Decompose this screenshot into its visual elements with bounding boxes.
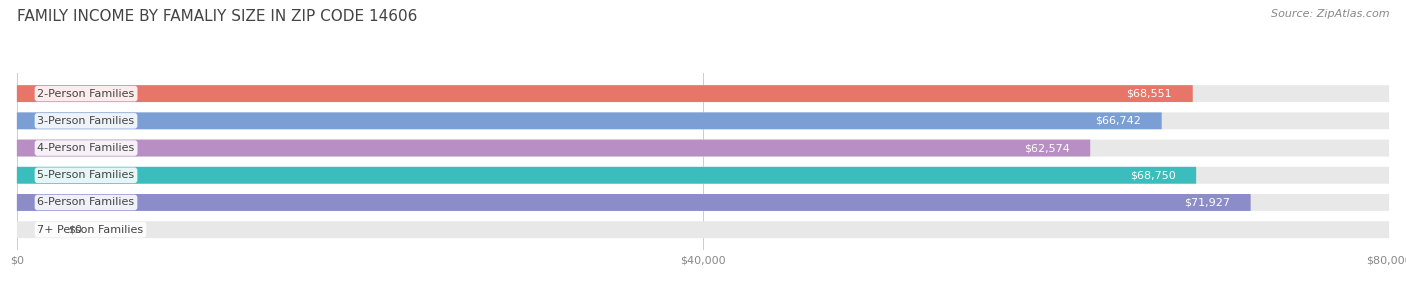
Text: 5-Person Families: 5-Person Families bbox=[38, 170, 135, 180]
Text: Source: ZipAtlas.com: Source: ZipAtlas.com bbox=[1271, 9, 1389, 19]
Text: $68,750: $68,750 bbox=[1130, 170, 1175, 180]
Text: 4-Person Families: 4-Person Families bbox=[38, 143, 135, 153]
FancyBboxPatch shape bbox=[17, 167, 1197, 184]
FancyBboxPatch shape bbox=[17, 112, 1389, 129]
Text: 3-Person Families: 3-Person Families bbox=[38, 116, 135, 126]
Text: 2-Person Families: 2-Person Families bbox=[38, 89, 135, 99]
Text: $71,927: $71,927 bbox=[1184, 197, 1230, 207]
FancyBboxPatch shape bbox=[17, 112, 1161, 129]
Text: 7+ Person Families: 7+ Person Families bbox=[38, 225, 143, 235]
FancyBboxPatch shape bbox=[17, 167, 1389, 184]
FancyBboxPatch shape bbox=[17, 85, 1192, 102]
Text: $0: $0 bbox=[69, 225, 83, 235]
Text: 6-Person Families: 6-Person Families bbox=[38, 197, 135, 207]
FancyBboxPatch shape bbox=[17, 140, 1090, 156]
FancyBboxPatch shape bbox=[17, 85, 1389, 102]
FancyBboxPatch shape bbox=[17, 140, 1389, 156]
Text: $66,742: $66,742 bbox=[1095, 116, 1142, 126]
FancyBboxPatch shape bbox=[17, 221, 1389, 238]
FancyBboxPatch shape bbox=[17, 194, 1251, 211]
Text: $62,574: $62,574 bbox=[1024, 143, 1070, 153]
Text: FAMILY INCOME BY FAMALIY SIZE IN ZIP CODE 14606: FAMILY INCOME BY FAMALIY SIZE IN ZIP COD… bbox=[17, 9, 418, 24]
Text: $68,551: $68,551 bbox=[1126, 89, 1173, 99]
FancyBboxPatch shape bbox=[17, 194, 1389, 211]
